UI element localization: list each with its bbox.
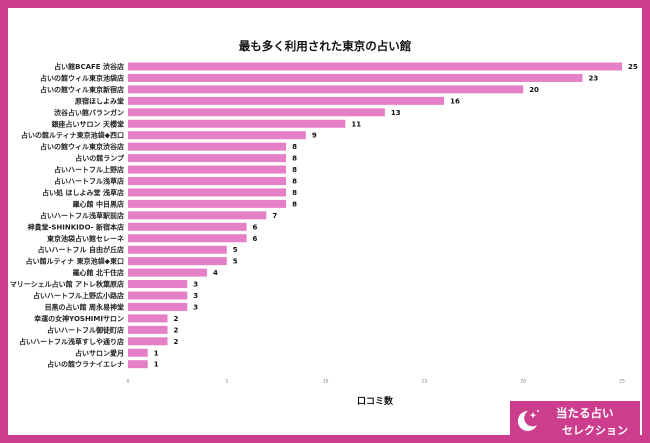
bar (128, 211, 267, 220)
x-tick-label: 15 (422, 379, 428, 385)
category-label: 占いの館ウィル東京渋谷店 (40, 142, 124, 151)
category-label: 占いハートフル上野広小路店 (33, 291, 124, 300)
category-label: 占いの館ランプ (75, 154, 125, 163)
bar (128, 280, 188, 289)
data-label: 7 (272, 212, 277, 220)
category-label: 羅心館 中目黒店 (73, 199, 124, 208)
category-label: 占いの館ウィル東京新宿店 (40, 85, 124, 94)
bar (128, 222, 247, 231)
bar (128, 154, 287, 163)
category-label: 占いの館ウィル東京池袋店 (40, 73, 124, 82)
category-label: 占いハートフル浅草店 (54, 177, 124, 186)
data-label: 2 (174, 338, 179, 346)
category-label: 目黒の占い館 周永易神堂 (45, 302, 124, 311)
bar (128, 119, 346, 128)
bar (128, 165, 287, 174)
data-label: 2 (174, 326, 179, 334)
bar (128, 234, 247, 243)
category-label: 占い処 ほしよみ堂 浅草店 (42, 188, 124, 197)
bar (128, 142, 287, 151)
bar (128, 257, 227, 266)
data-label: 8 (292, 166, 297, 174)
data-label: 9 (312, 132, 317, 140)
bar (128, 199, 287, 208)
x-tick-label: 20 (520, 379, 526, 385)
category-label: 占いの館ルティナ東京池袋◆西口 (21, 131, 124, 140)
x-tick-label: 10 (323, 379, 329, 385)
data-label: 6 (253, 235, 258, 243)
data-label: 20 (529, 86, 539, 94)
bar (128, 96, 445, 105)
data-label: 6 (253, 223, 258, 231)
bar (128, 337, 168, 346)
bar (128, 360, 148, 369)
data-label: 5 (233, 258, 238, 266)
category-label: 原宿ほしよみ堂 (75, 96, 124, 105)
data-label: 8 (292, 189, 297, 197)
x-tick-label: 5 (225, 379, 228, 385)
data-label: 11 (351, 120, 361, 128)
bar (128, 62, 622, 71)
data-label: 3 (193, 292, 198, 300)
category-label: 銀座占いサロン 天櫻堂 (52, 119, 124, 128)
data-label: 1 (154, 349, 159, 357)
category-label: 東京池袋占い館セレーネ (47, 234, 124, 243)
bar (128, 245, 227, 254)
category-label: 渋谷占い館バランガン (54, 108, 124, 117)
bar (128, 108, 385, 117)
bar (128, 302, 188, 311)
data-label: 4 (213, 269, 218, 277)
bar (128, 291, 188, 300)
category-label: マリーシェル占い館 アトレ秋葉原店 (10, 280, 124, 289)
bar (128, 188, 287, 197)
data-label: 3 (193, 303, 198, 311)
category-label: 占いハートフル 自由が丘店 (38, 245, 124, 254)
category-label: 占いハートフル浅草すしや通り店 (19, 337, 124, 346)
data-label: 2 (174, 315, 179, 323)
category-label: 占いハートフル上野店 (54, 165, 124, 174)
bar (128, 268, 208, 277)
category-label: 幸運の女神YOSHIMIサロン (34, 314, 124, 323)
bar (128, 314, 168, 323)
crescent-moon-stars-icon (517, 410, 539, 431)
data-label: 8 (292, 155, 297, 163)
bar (128, 85, 524, 94)
category-label: 占いハートフル浅草駅前店 (40, 211, 124, 220)
data-label: 3 (193, 281, 198, 289)
data-label: 13 (391, 109, 401, 117)
data-label: 23 (588, 74, 598, 82)
x-tick-label: 25 (619, 379, 625, 385)
bar (128, 177, 287, 185)
data-label: 16 (450, 97, 460, 105)
category-label: 占いハートフル御徒町店 (47, 325, 124, 334)
data-label: 8 (292, 200, 297, 208)
bar (128, 348, 148, 357)
category-label: 占いの館ウラナイエレナ (47, 360, 124, 369)
category-label: 羅心館 北千住店 (73, 268, 124, 277)
data-label: 1 (154, 361, 159, 369)
data-label: 8 (292, 178, 297, 186)
category-label: 占いサロン愛月 (75, 348, 124, 357)
brand-subtitle: セレクション (562, 424, 628, 437)
chart-title: 最も多く利用された東京の占い館 (238, 39, 412, 53)
bar (128, 325, 168, 334)
x-axis-label: 口コミ数 (356, 397, 393, 407)
data-label: 25 (628, 63, 638, 71)
brand-badge: 当たる占い セレクション (510, 401, 640, 441)
bar (128, 131, 306, 140)
brand-title: 当たる占い (556, 406, 614, 420)
bar (128, 73, 583, 82)
category-label: 占い館ルティナ 東京池袋◆東口 (26, 257, 124, 266)
x-tick-label: 0 (127, 379, 130, 385)
data-label: 5 (233, 246, 238, 254)
category-label: 占い館BCAFE 渋谷店 (54, 62, 124, 71)
category-label: 神貴堂-SHINKIDO- 新宿本店 (27, 222, 124, 231)
data-label: 8 (292, 143, 297, 151)
